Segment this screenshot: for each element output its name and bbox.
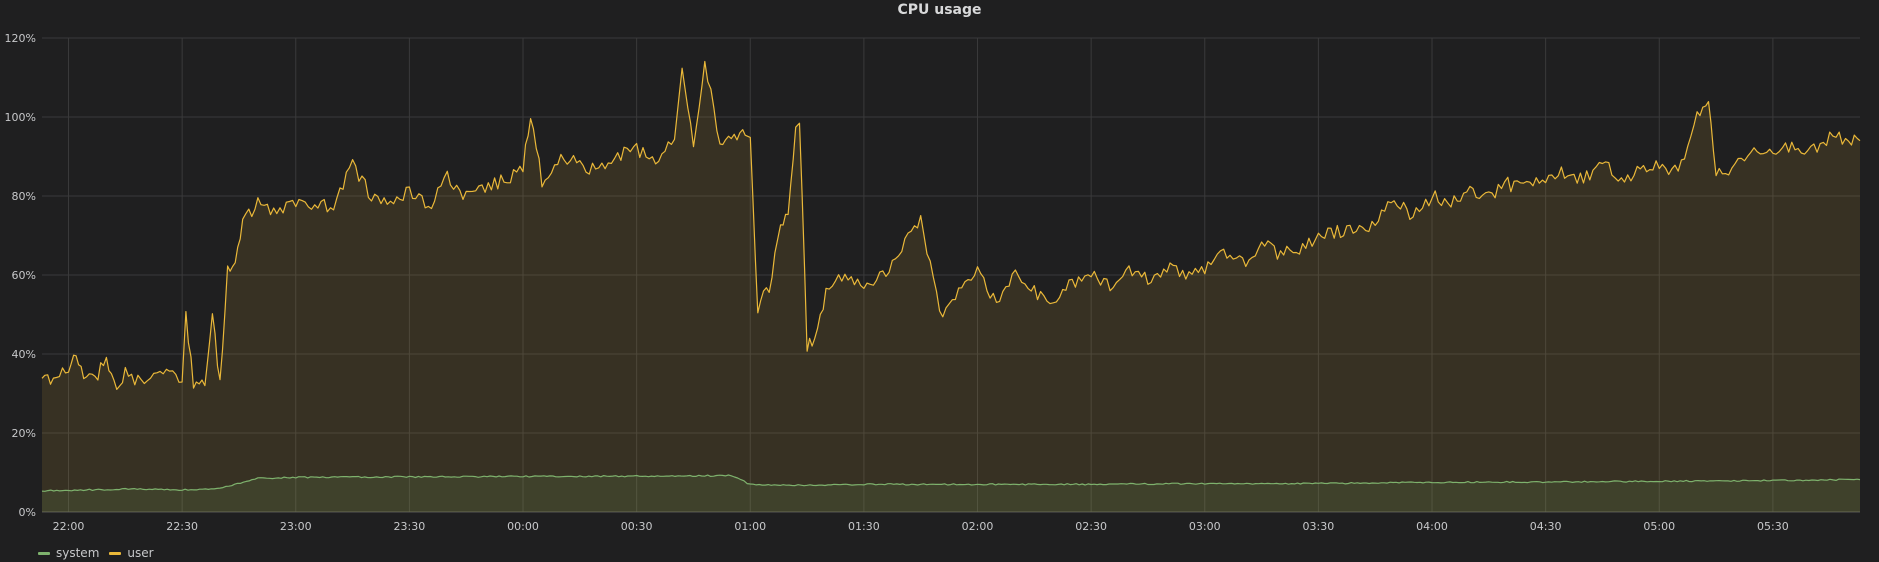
legend-label-system: system: [56, 546, 100, 560]
legend-swatch-system: [38, 551, 50, 555]
area-layer: [42, 61, 1860, 512]
legend-item-user[interactable]: user: [109, 546, 154, 560]
y-tick-label: 100%: [5, 111, 36, 124]
series-line-system[interactable]: [41, 474, 1861, 492]
x-tick-label: 00:00: [507, 520, 539, 533]
x-tick-label: 03:30: [1303, 520, 1335, 533]
x-tick-label: 23:30: [394, 520, 426, 533]
x-tick-label: 01:30: [848, 520, 880, 533]
y-tick-label: 0%: [19, 506, 36, 519]
x-tick-label: 02:00: [962, 520, 994, 533]
x-tick-label: 02:30: [1075, 520, 1107, 533]
x-tick-label: 01:00: [734, 520, 766, 533]
cpu-usage-chart[interactable]: 0% 20% 40% 60% 80% 100% 120% 22:00 22:30 23:00 23…: [0, 0, 1879, 546]
panel-title[interactable]: CPU usage: [897, 2, 982, 18]
x-tick-label: 00:30: [621, 520, 653, 533]
series-area-user: [42, 61, 1860, 512]
x-tick-label: 05:00: [1643, 520, 1675, 533]
series-area-system: [42, 475, 1860, 512]
x-tick-label: 22:30: [166, 520, 198, 533]
y-tick-label: 20%: [12, 427, 36, 440]
legend-item-system[interactable]: system: [38, 546, 99, 560]
x-tick-label: 22:00: [53, 520, 85, 533]
y-axis: 0% 20% 40% 60% 80% 100% 120%: [5, 32, 36, 519]
y-tick-label: 40%: [12, 348, 36, 361]
grid-layer: [42, 37, 1860, 513]
legend-swatch-user: [109, 551, 122, 555]
x-tick-label: 23:00: [280, 520, 312, 533]
legend-label-user: user: [127, 546, 154, 560]
y-tick-label: 120%: [5, 32, 36, 45]
x-axis: 22:00 22:30 23:00 23:30 00:00 00:30 01:00 01:30…: [53, 520, 1789, 533]
legend: system user: [38, 546, 164, 560]
x-tick-label: 04:30: [1530, 520, 1562, 533]
series-line-user[interactable]: [41, 60, 1861, 390]
y-tick-label: 80%: [12, 190, 36, 203]
line-layer: [41, 60, 1861, 492]
x-tick-label: 03:00: [1189, 520, 1221, 533]
x-tick-label: 05:30: [1757, 520, 1789, 533]
x-tick-label: 04:00: [1416, 520, 1448, 533]
y-tick-label: 60%: [12, 269, 36, 282]
